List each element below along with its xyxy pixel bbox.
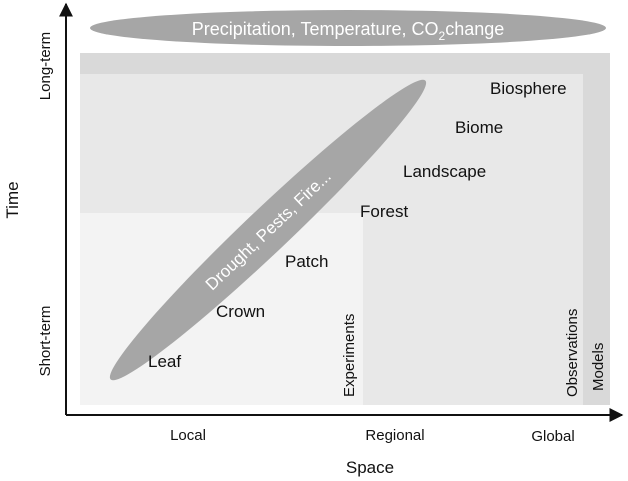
scale-patch: Patch — [285, 252, 328, 271]
scale-landscape: Landscape — [403, 162, 486, 181]
disturbance-ellipse — [109, 79, 427, 381]
climate-drivers-ellipse — [90, 10, 606, 46]
scale-biome: Biome — [455, 118, 503, 137]
x-axis-right-label: Global — [531, 428, 574, 445]
scale-leaf: Leaf — [148, 352, 181, 371]
method-experiments: Experiments — [341, 314, 358, 397]
method-observations: Observations — [564, 309, 581, 397]
y-axis-title: Time — [3, 181, 22, 218]
climate-drivers-text: Precipitation, Temperature, CO — [192, 19, 439, 39]
y-axis-bottom-label: Short-term — [37, 306, 54, 377]
scale-biosphere: Biosphere — [490, 79, 567, 98]
climate-drivers-label: Precipitation, Temperature, CO2change — [192, 19, 505, 43]
co2-subscript: 2 — [439, 29, 446, 43]
scale-forest: Forest — [360, 202, 408, 221]
x-axis-left-label: Local — [170, 427, 206, 444]
method-models: Models — [590, 343, 607, 391]
y-axis-top-label: Long-term — [37, 32, 54, 100]
x-axis-title: Space — [346, 458, 394, 477]
x-axis-mid-label: Regional — [365, 427, 424, 444]
climate-drivers-tail: change — [445, 19, 504, 39]
scale-crown: Crown — [216, 302, 265, 321]
